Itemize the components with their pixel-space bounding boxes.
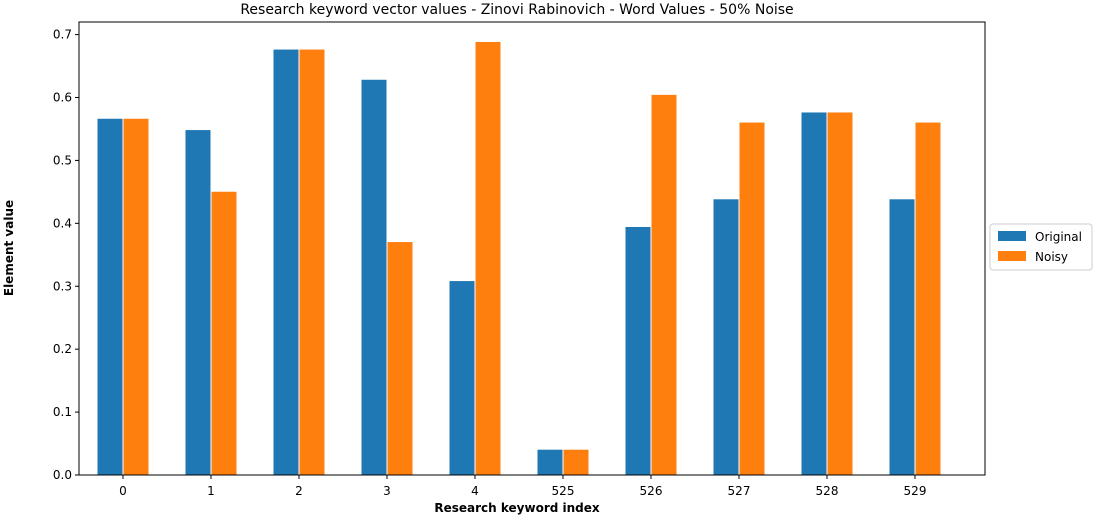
bar-original-1 bbox=[184, 129, 212, 476]
bar-noisy-2 bbox=[298, 48, 326, 476]
bar-original-4 bbox=[448, 280, 476, 476]
bar-noisy-0 bbox=[122, 117, 150, 476]
y-tick-label: 0.6 bbox=[53, 91, 72, 105]
bar-original-526 bbox=[624, 225, 652, 476]
x-tick-label: 3 bbox=[383, 484, 391, 498]
y-tick-label: 0.1 bbox=[53, 405, 72, 419]
y-tick-label: 0.2 bbox=[53, 342, 72, 356]
plot-area-frame bbox=[78, 21, 986, 476]
legend-swatch-noisy bbox=[998, 251, 1026, 261]
legend-items: Original Noisy bbox=[998, 230, 1082, 264]
x-tick-label: 0 bbox=[119, 484, 127, 498]
x-axis: 0 1 2 3 4 525 526 527 528 529 bbox=[119, 475, 926, 498]
bar-noisy-3 bbox=[386, 241, 414, 476]
x-tick-label: 1 bbox=[207, 484, 215, 498]
chart-title: Research keyword vector values - Zinovi … bbox=[240, 2, 793, 18]
bar-original-527 bbox=[712, 198, 740, 476]
bar-noisy-528 bbox=[826, 111, 854, 476]
bar-noisy-527 bbox=[738, 121, 766, 476]
x-tick-label: 528 bbox=[816, 484, 839, 498]
bar-original-3 bbox=[360, 78, 388, 476]
y-tick-label: 0.3 bbox=[53, 279, 72, 293]
x-tick-label: 526 bbox=[640, 484, 663, 498]
bar-noisy-1 bbox=[210, 190, 238, 476]
bar-original-0 bbox=[96, 117, 124, 476]
legend-label-original: Original bbox=[1035, 230, 1082, 244]
legend: Original Noisy bbox=[989, 223, 1093, 271]
y-tick-label: 0.0 bbox=[53, 468, 72, 482]
y-axis-label: Element value bbox=[2, 200, 16, 296]
y-tick-label: 0.5 bbox=[53, 153, 72, 167]
bar-noisy-4 bbox=[474, 41, 502, 476]
legend-label-noisy: Noisy bbox=[1035, 250, 1068, 264]
x-tick-label: 529 bbox=[904, 484, 927, 498]
legend-swatch-original bbox=[998, 231, 1026, 241]
y-tick-label: 0.4 bbox=[53, 216, 72, 230]
y-tick-label: 0.7 bbox=[53, 28, 72, 42]
bar-noisy-526 bbox=[650, 93, 678, 476]
y-axis: 0.0 0.1 0.2 0.3 0.4 0.5 0.6 0.7 bbox=[53, 28, 79, 482]
x-axis-label: Research keyword index bbox=[434, 501, 600, 515]
bar-original-528 bbox=[800, 111, 828, 476]
x-tick-label: 525 bbox=[552, 484, 575, 498]
x-tick-label: 2 bbox=[295, 484, 303, 498]
bar-original-529 bbox=[888, 198, 916, 476]
bar-original-525 bbox=[536, 448, 564, 476]
bar-original-2 bbox=[272, 48, 300, 476]
bars-layer bbox=[96, 41, 942, 476]
x-tick-label: 527 bbox=[728, 484, 751, 498]
x-tick-label: 4 bbox=[471, 484, 479, 498]
bar-noisy-529 bbox=[914, 121, 942, 476]
bar-noisy-525 bbox=[562, 448, 590, 476]
